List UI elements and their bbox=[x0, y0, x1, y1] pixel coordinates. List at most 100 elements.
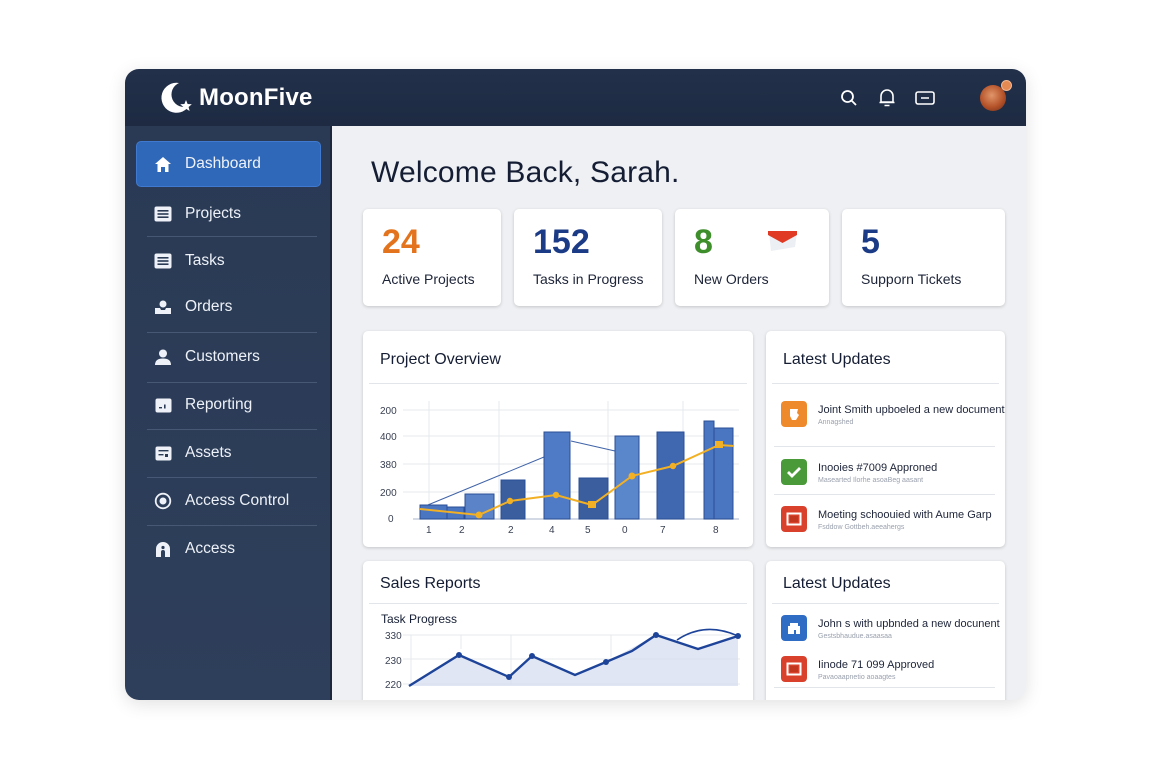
sidebar-item-label: Access Control bbox=[185, 492, 290, 509]
svg-text:2: 2 bbox=[459, 525, 465, 536]
sidebar-item-label: Customers bbox=[185, 348, 260, 365]
sidebar-item-orders[interactable]: Orders bbox=[143, 284, 317, 330]
svg-text:330: 330 bbox=[385, 631, 402, 642]
sidebar-item-label: Tasks bbox=[185, 252, 225, 269]
svg-text:400: 400 bbox=[380, 432, 397, 443]
svg-text:0: 0 bbox=[388, 514, 394, 525]
sidebar-item-label: Orders bbox=[185, 298, 233, 315]
update-subtext: Gestsbhaudue.asaasaa bbox=[818, 633, 892, 640]
main-content: Welcome Back, Sarah. 24 Active Projects … bbox=[334, 126, 1026, 700]
update-subtext: Fsddow Gottbeh.aeeahergs bbox=[818, 524, 905, 531]
update-item[interactable]: Moeting schoouied with Aume Garp Fsddow … bbox=[781, 506, 995, 552]
divider bbox=[147, 477, 317, 478]
svg-text:8: 8 bbox=[713, 525, 719, 536]
target-icon bbox=[153, 491, 173, 511]
stat-value: 152 bbox=[533, 223, 590, 261]
svg-text:230: 230 bbox=[385, 656, 402, 667]
svg-text:200: 200 bbox=[380, 406, 397, 417]
svg-text:0: 0 bbox=[622, 525, 628, 536]
sidebar-item-dashboard[interactable]: Dashboard bbox=[136, 141, 321, 187]
sidebar-item-reporting[interactable]: Reporting bbox=[143, 382, 317, 428]
latest-updates-panel: Latest Updates Joint Smith upboeled a ne… bbox=[766, 331, 1005, 547]
update-item[interactable]: Iinode 71 099 Approved Pavaoaapnetio aoa… bbox=[781, 656, 995, 700]
update-text: Joint Smith upboeled a new document bbox=[818, 404, 1005, 416]
sidebar-item-label: Projects bbox=[185, 205, 241, 222]
update-subtext: Pavaoaapnetio aoaagtes bbox=[818, 674, 896, 681]
update-item[interactable]: John s with upbnded a new docunent Gests… bbox=[781, 615, 1000, 661]
stat-card-active-projects[interactable]: 24 Active Projects bbox=[363, 209, 501, 306]
app-window: MoonFive Dashboard bbox=[125, 69, 1026, 700]
sidebar-item-projects[interactable]: Projects bbox=[143, 191, 317, 237]
sidebar-item-assets[interactable]: Assets bbox=[143, 430, 317, 476]
sidebar: Dashboard Projects Tasks Orders bbox=[125, 126, 332, 700]
stat-label: Tasks in Progress bbox=[533, 271, 644, 287]
stat-label: Suppor​n Tickets bbox=[861, 271, 962, 287]
update-subtext: Annagshed bbox=[818, 419, 854, 426]
sales-reports-panel: Sales Reports Task Progress 330 230 220 bbox=[363, 561, 753, 700]
moon-star-logo-icon bbox=[155, 78, 195, 118]
update-subtext: Masearted Ilorhe asoaBeg aasant bbox=[818, 477, 924, 484]
update-item[interactable]: Joint Smith upboeled a new document Anna… bbox=[781, 401, 1005, 447]
divider bbox=[369, 603, 747, 604]
svg-text:380: 380 bbox=[380, 460, 397, 471]
envelope-icon bbox=[767, 229, 799, 260]
svg-text:7: 7 bbox=[660, 525, 666, 536]
panel-title: Project Overview bbox=[380, 351, 501, 368]
stat-card-support-tickets[interactable]: 5 Suppor​n Tickets bbox=[842, 209, 1005, 306]
page-title: Welcome Back, Sarah. bbox=[371, 156, 680, 189]
building-icon bbox=[781, 615, 807, 641]
top-bar: MoonFive bbox=[125, 69, 1026, 126]
latest-updates-panel-2: Latest Updates John s with upbnded a new… bbox=[766, 561, 1005, 700]
divider bbox=[774, 446, 995, 447]
stat-card-new-orders[interactable]: 8 New Orders bbox=[675, 209, 829, 306]
list-icon bbox=[153, 204, 173, 224]
bell-icon[interactable] bbox=[876, 87, 898, 109]
search-icon[interactable] bbox=[838, 87, 860, 109]
sidebar-item-label: Access bbox=[185, 540, 235, 557]
report-icon bbox=[153, 395, 173, 415]
divider bbox=[147, 382, 317, 383]
document-icon bbox=[781, 401, 807, 427]
stat-value: 5 bbox=[861, 223, 880, 261]
update-text: Inooies #7009 Approned bbox=[818, 462, 938, 474]
check-icon bbox=[781, 459, 807, 485]
panel-title: Sales Reports bbox=[380, 575, 481, 592]
user-avatar[interactable] bbox=[980, 79, 1012, 111]
update-item[interactable]: Inooies #7009 Approned Masearted Ilorhe … bbox=[781, 459, 995, 505]
stat-label: Active Projects bbox=[382, 271, 475, 287]
brand[interactable]: MoonFive bbox=[155, 78, 313, 118]
task-progress-chart: 330 230 220 bbox=[385, 628, 741, 691]
panel-title: Latest Updates bbox=[783, 575, 891, 592]
update-text: Iinode 71 099 Approved bbox=[818, 659, 935, 671]
sidebar-item-access-control[interactable]: Access Control bbox=[143, 478, 317, 524]
list-icon bbox=[153, 251, 173, 271]
panel-title: Latest Updates bbox=[783, 351, 891, 368]
svg-text:220: 220 bbox=[385, 680, 402, 691]
inbox-user-icon bbox=[153, 297, 173, 317]
svg-text:2: 2 bbox=[508, 525, 514, 536]
stat-card-tasks-in-progress[interactable]: 152 Tasks in Progress bbox=[514, 209, 662, 306]
user-icon bbox=[153, 347, 173, 367]
svg-text:4: 4 bbox=[549, 525, 555, 536]
divider bbox=[772, 383, 999, 384]
divider bbox=[147, 429, 317, 430]
calendar-icon bbox=[781, 656, 807, 682]
stat-label: New Orders bbox=[694, 271, 769, 287]
divider bbox=[774, 687, 995, 688]
divider bbox=[369, 383, 747, 384]
svg-text:5: 5 bbox=[585, 525, 591, 536]
sidebar-item-label: Assets bbox=[185, 444, 232, 461]
home-icon bbox=[153, 154, 173, 174]
divider bbox=[147, 332, 317, 333]
project-overview-panel: Project Overview 200 400 bbox=[363, 331, 753, 547]
divider bbox=[772, 603, 999, 604]
sidebar-item-customers[interactable]: Customers bbox=[143, 334, 317, 380]
message-icon[interactable] bbox=[914, 87, 936, 109]
stat-value: 8 bbox=[694, 223, 713, 261]
sidebar-item-tasks[interactable]: Tasks bbox=[143, 238, 317, 284]
update-text: John s with upbnded a new docunent bbox=[818, 618, 1000, 630]
chart-subtitle: Task Progress bbox=[381, 612, 458, 626]
sidebar-item-access[interactable]: Access bbox=[143, 526, 317, 572]
project-overview-chart: 200 400 380 200 0 bbox=[380, 401, 739, 536]
sidebar-item-label: Reporting bbox=[185, 396, 253, 413]
